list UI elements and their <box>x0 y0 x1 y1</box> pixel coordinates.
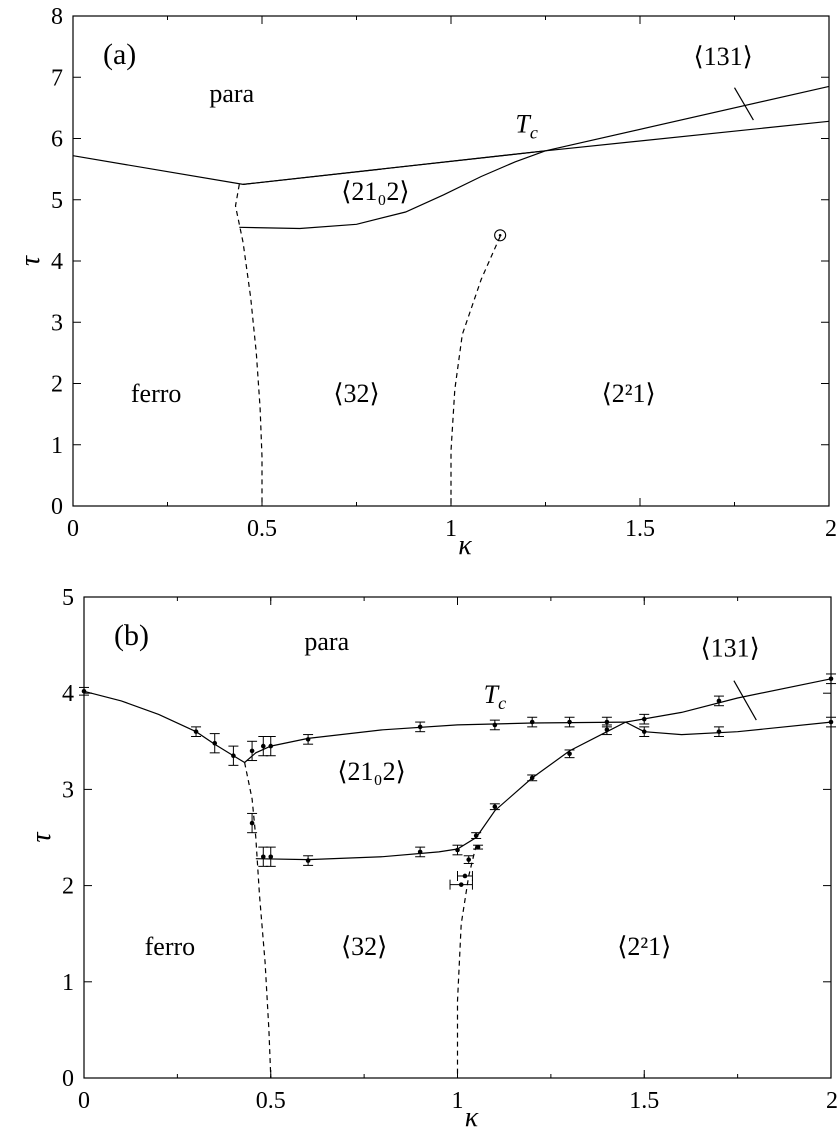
region-label: ⟨2²1⟩ <box>617 932 671 961</box>
x-tick-label: 2 <box>825 516 837 542</box>
data-point <box>305 858 311 863</box>
data-point <box>466 857 472 862</box>
data-point <box>462 873 468 879</box>
data-point <box>249 820 255 826</box>
phase-boundary-dashed-5 <box>244 762 272 1079</box>
phase-boundary-dashed-4 <box>450 236 501 506</box>
data-point <box>81 688 87 694</box>
phase-boundary-line-1 <box>244 721 626 763</box>
data-point <box>455 847 460 853</box>
data-point <box>260 743 266 749</box>
data-point <box>567 719 572 725</box>
x-axis-label: κ <box>458 530 472 561</box>
data-point <box>529 719 535 725</box>
data-point <box>231 753 236 759</box>
phase-boundary-line-7 <box>733 680 757 721</box>
region-label: para <box>304 627 349 656</box>
multicritical-point-dot <box>498 233 502 237</box>
y-tick-label: 6 <box>51 127 63 153</box>
phase-boundary-line-4 <box>255 721 626 861</box>
x-tick-label: 1 <box>452 1088 464 1114</box>
y-tick-label: 1 <box>51 433 63 459</box>
x-tick-label: 0 <box>78 1088 90 1114</box>
y-tick-label: 5 <box>62 585 74 611</box>
y-tick-label: 3 <box>62 777 74 803</box>
region-label: ferro <box>145 932 196 961</box>
y-tick-label: 2 <box>51 372 63 398</box>
data-point <box>567 751 572 757</box>
panel-a-phase-diagram: 0 0.5 1 1.5 2 0 1 2 3 4 5 6 7 8 κ τ (a) para ferro ⟨32⟩ ⟨2²1… <box>15 4 837 561</box>
y-axis-label: τ <box>15 255 46 266</box>
data-point <box>268 854 274 860</box>
x-tick-label: 0 <box>67 516 79 542</box>
data-point <box>716 698 722 704</box>
data-point <box>212 740 218 746</box>
data-point <box>249 748 255 754</box>
y-tick-label: 5 <box>51 188 63 214</box>
region-label: ⟨21₀2⟩ <box>337 757 405 786</box>
data-point <box>641 729 647 734</box>
data-point <box>492 804 498 810</box>
x-axis-label: κ <box>465 1102 479 1129</box>
region-label: para <box>209 79 254 108</box>
data-point <box>492 722 498 728</box>
data-point <box>417 724 423 730</box>
y-tick-label: 8 <box>51 4 63 30</box>
panel-label: (a) <box>103 38 136 71</box>
phase-boundary-dashed-6 <box>456 845 477 1078</box>
region-label: ⟨32⟩ <box>341 932 387 961</box>
y-tick-label: 2 <box>62 874 74 900</box>
x-tick-label: 2 <box>826 1088 838 1114</box>
data-point <box>193 729 199 734</box>
region-label: ⟨32⟩ <box>333 379 379 408</box>
y-tick-label: 4 <box>51 249 63 275</box>
phase-boundary-line-0 <box>83 690 245 764</box>
y-tick-label: 4 <box>62 681 74 707</box>
data-point <box>268 743 274 749</box>
region-label: ⟨131⟩ <box>701 634 760 663</box>
x-tick-label: 0.5 <box>256 1088 286 1114</box>
phase-boundary-line-2 <box>239 150 546 230</box>
data-point <box>828 719 834 725</box>
plot-frame <box>72 15 830 507</box>
x-tick-label: 1.5 <box>629 1088 659 1114</box>
y-tick-label: 7 <box>51 65 63 91</box>
panel-b-phase-diagram: 0 0.5 1 1.5 2 0 1 2 3 4 5 κ τ (b) para ferro ⟨32⟩ ⟨2²1⟩ ⟨2… <box>26 585 838 1129</box>
region-label: ⟨21₀2⟩ <box>341 177 409 206</box>
phase-boundary-line-3 <box>625 721 832 736</box>
y-tick-label: 0 <box>51 494 63 520</box>
y-tick-label: 0 <box>62 1066 74 1092</box>
data-point <box>260 854 266 860</box>
data-point <box>473 833 479 838</box>
y-tick-label: 3 <box>51 310 63 336</box>
region-label: Tc <box>515 109 537 142</box>
data-point <box>716 729 722 734</box>
phase-boundary-line-0 <box>72 85 830 186</box>
x-tick-label: 0.5 <box>247 516 277 542</box>
data-point <box>641 716 647 722</box>
data-point <box>417 849 423 855</box>
data-point <box>828 676 834 682</box>
region-label: ⟨131⟩ <box>694 42 753 71</box>
phase-boundary-line-5 <box>733 87 754 121</box>
multicritical-point-marker <box>494 229 507 242</box>
x-tick-label: 1.5 <box>625 516 655 542</box>
phase-boundary-line-2 <box>625 678 832 723</box>
phase-boundary-dashed-3 <box>234 184 263 506</box>
data-point <box>604 719 610 725</box>
region-label: ferro <box>131 379 182 408</box>
data-point <box>529 775 535 781</box>
data-point <box>604 727 610 733</box>
x-tick-label: 1 <box>445 516 457 542</box>
region-label: Tc <box>484 680 506 713</box>
y-tick-label: 1 <box>62 970 74 996</box>
panel-label: (b) <box>114 619 149 652</box>
y-axis-label: τ <box>26 832 57 843</box>
data-point <box>305 737 311 742</box>
data-point <box>458 882 464 887</box>
region-label: ⟨2²1⟩ <box>602 379 656 408</box>
data-point <box>475 844 481 850</box>
